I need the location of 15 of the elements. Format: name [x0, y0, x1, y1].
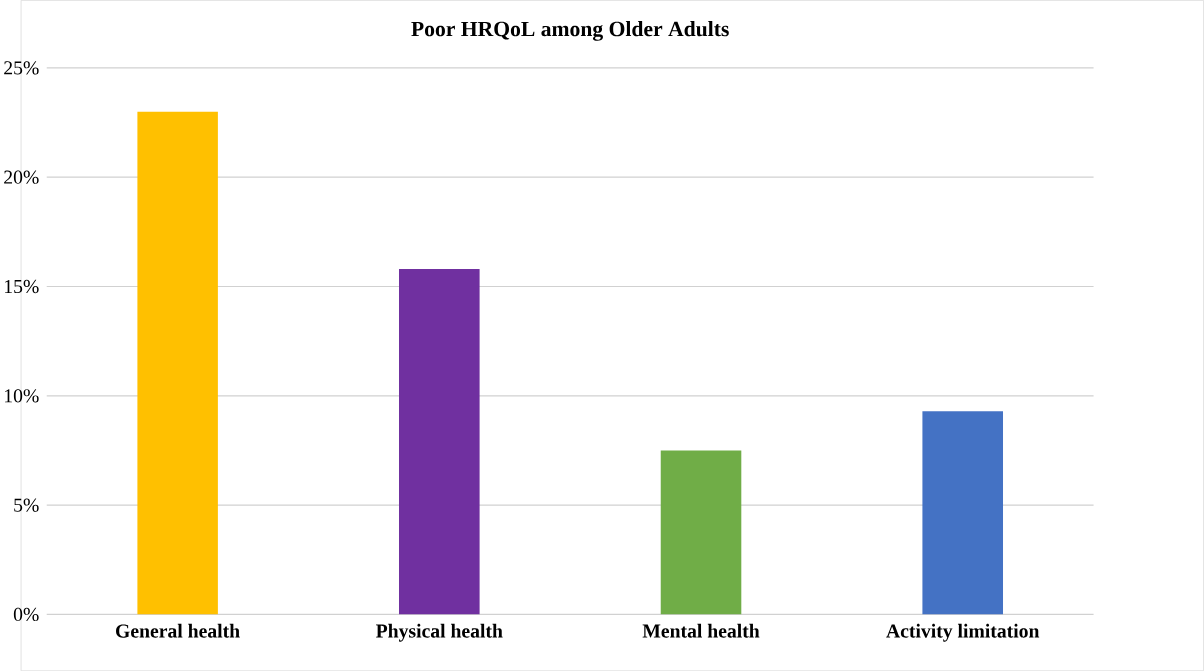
x-tick-label: Physical health [376, 623, 503, 642]
y-tick-label: 0% [13, 607, 39, 622]
bar [398, 268, 480, 615]
y-tick-label: 10% [5, 389, 39, 403]
y-tick-label: 5% [14, 498, 39, 512]
x-tick-label: Mental health [642, 623, 760, 638]
bar [137, 111, 218, 615]
y-tick-label: 25% [4, 61, 39, 75]
bar [660, 450, 742, 615]
chart-title: Poor HRQoL among Older Adults [411, 20, 729, 41]
y-tick-label: 15% [5, 279, 39, 294]
x-tick-label: General health [116, 623, 240, 638]
bar [922, 411, 1004, 615]
x-tick-label: Activity limitation [886, 623, 1040, 642]
y-tick-label: 20% [4, 170, 39, 184]
